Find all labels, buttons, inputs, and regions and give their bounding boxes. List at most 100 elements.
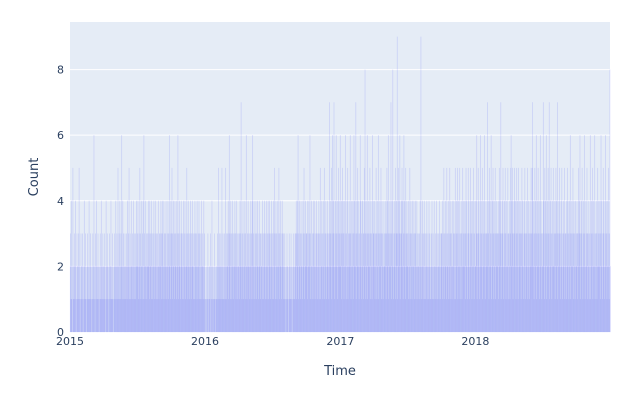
bar [335, 135, 337, 333]
bar [602, 299, 603, 333]
bar [183, 299, 185, 333]
bar [439, 233, 441, 333]
bar [582, 266, 583, 333]
bar [432, 233, 434, 333]
bar [376, 200, 378, 333]
bar [139, 266, 140, 333]
bar [140, 233, 141, 333]
bar [297, 135, 299, 333]
bar [251, 233, 252, 333]
bar [394, 167, 396, 333]
bar [518, 266, 520, 333]
bar [288, 233, 290, 333]
bar [113, 266, 115, 333]
bar [294, 233, 296, 333]
bar [600, 233, 602, 333]
bar [446, 299, 447, 333]
bar [99, 233, 101, 333]
bar [259, 233, 261, 333]
bar [394, 266, 396, 333]
bar [572, 167, 574, 333]
bar [574, 299, 576, 333]
bar [316, 233, 318, 333]
bar [340, 200, 342, 333]
bar [477, 167, 479, 333]
bar [531, 233, 532, 333]
bar [222, 233, 224, 333]
bar [529, 200, 531, 333]
bar [310, 233, 312, 333]
bar [470, 266, 472, 333]
bar [295, 233, 297, 333]
bar [287, 266, 289, 333]
bar [217, 266, 219, 333]
bar [481, 233, 482, 333]
bar [232, 200, 234, 333]
bar [181, 266, 183, 333]
bar [252, 299, 254, 333]
bar [159, 266, 161, 333]
bar [541, 299, 543, 333]
bar [458, 200, 460, 333]
bar [379, 200, 381, 333]
bar [312, 266, 314, 333]
bar [519, 200, 521, 333]
bar [462, 233, 464, 333]
bar [332, 200, 334, 333]
bar [484, 299, 486, 333]
bar [414, 200, 416, 333]
bar [219, 299, 221, 333]
bar [497, 266, 498, 333]
bar [328, 299, 330, 333]
bar [257, 266, 259, 333]
bar [503, 233, 505, 333]
bar [224, 233, 225, 333]
bar [96, 266, 98, 333]
bar [356, 200, 358, 333]
bar [310, 266, 312, 333]
bar [505, 299, 507, 333]
bar [382, 233, 384, 333]
bar [530, 167, 532, 333]
bar [85, 266, 87, 333]
bar [343, 266, 345, 333]
bar [386, 167, 388, 333]
bar [230, 200, 232, 333]
bar [110, 299, 112, 333]
bar [498, 233, 500, 333]
bar [510, 167, 512, 333]
bar [245, 266, 247, 333]
bar [573, 233, 575, 333]
bar [590, 233, 592, 333]
bar [561, 266, 562, 333]
bar [528, 266, 530, 333]
bar [338, 167, 339, 333]
bar [508, 266, 510, 333]
bar [271, 200, 272, 333]
bar [317, 299, 319, 333]
bar [178, 266, 180, 333]
bar [517, 299, 519, 333]
bar [239, 299, 241, 333]
bar [446, 266, 448, 333]
bar [89, 299, 90, 333]
bar [293, 266, 295, 333]
bar [482, 266, 484, 333]
bar [461, 266, 463, 333]
bar [217, 233, 218, 333]
bar [408, 299, 410, 333]
bar [84, 299, 86, 333]
bar [322, 200, 324, 333]
bar [224, 299, 226, 333]
bar [85, 299, 87, 333]
bar [472, 200, 474, 333]
bar [331, 233, 333, 333]
bar [370, 266, 372, 333]
bar [454, 233, 455, 333]
bar [143, 299, 144, 333]
bar [559, 167, 561, 333]
bar [599, 200, 601, 333]
bar [89, 266, 91, 333]
bar [543, 233, 545, 333]
bar [225, 233, 227, 333]
